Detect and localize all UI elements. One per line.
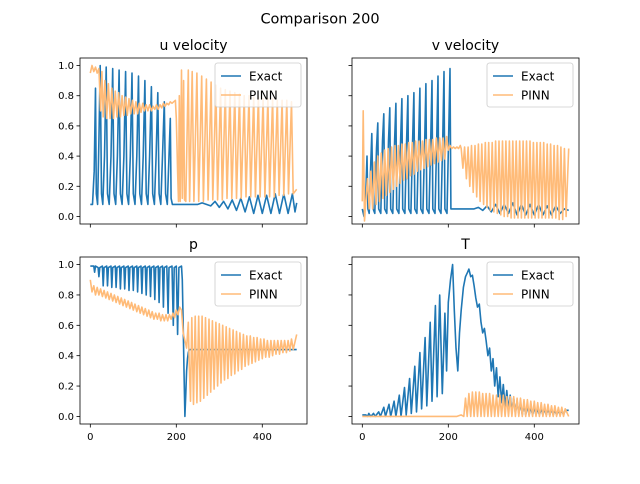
y-tick-label: 0.2 (58, 382, 74, 393)
x-tick-label: 400 (253, 432, 272, 443)
legend: Exact PINN (486, 62, 574, 108)
y-tick-label: 0.8 (58, 91, 74, 102)
axes-frame (351, 57, 580, 225)
axes-frame (351, 256, 580, 425)
y-tick-label: 0.6 (58, 321, 74, 332)
x-tick-label: 0 (359, 432, 365, 443)
x-tick-label: 200 (439, 432, 458, 443)
subplot-1: u velocity 0.0 0.2 0.4 0.6 0.8 1.0 Exact PINN (58, 38, 308, 228)
x-tick-label: 200 (167, 432, 186, 443)
legend-box (214, 62, 302, 108)
x-tick-label: 400 (525, 432, 544, 443)
subplot-title: p (189, 237, 198, 253)
y-tick-label: 1.0 (58, 61, 74, 72)
legend-label-pinn: PINN (521, 288, 550, 302)
subplot-title: u velocity (159, 38, 227, 54)
series-lines (89, 64, 298, 215)
series-lines (362, 263, 570, 418)
series-line-pinn (362, 391, 570, 418)
subplot-4: T 0 200 400 Exact PINN (348, 237, 580, 443)
y-tick-label: 0.6 (58, 121, 74, 132)
y-tick-label: 0.0 (58, 412, 74, 423)
series-lines (89, 265, 298, 418)
legend-label-exact: Exact (521, 269, 555, 283)
subplot-3: p 0 200 400 0.0 0.2 0.4 0.6 0.8 1.0 Exact PINN (58, 237, 308, 443)
y-tick-label: 0.2 (58, 182, 74, 193)
legend-label-pinn: PINN (521, 89, 550, 103)
subplot-title: T (460, 237, 470, 253)
y-tick-label: 0.8 (58, 290, 74, 301)
legend-box (214, 261, 302, 307)
x-tick-label: 0 (87, 432, 93, 443)
series-line-exact (90, 64, 298, 215)
figure-suptitle: Comparison 200 (260, 12, 379, 28)
legend-box (486, 62, 574, 108)
series-line-pinn (89, 279, 298, 406)
legend-label-exact: Exact (249, 269, 283, 283)
series-line-pinn (89, 64, 298, 203)
legend: Exact PINN (214, 261, 302, 307)
subplot-2: v velocity Exact PINN (348, 38, 580, 228)
y-tick-label: 0.4 (58, 351, 74, 362)
legend: Exact PINN (214, 62, 302, 108)
series-line-pinn (361, 110, 570, 222)
legend-label-pinn: PINN (249, 89, 278, 103)
axes-frame (79, 57, 308, 225)
legend-label-pinn: PINN (249, 288, 278, 302)
legend: Exact PINN (486, 261, 574, 307)
legend-label-exact: Exact (249, 70, 283, 84)
subplot-title: v velocity (432, 38, 499, 54)
axes-frame (79, 256, 308, 425)
legend-label-exact: Exact (521, 70, 555, 84)
series-lines (361, 67, 570, 222)
y-tick-label: 0.0 (58, 212, 74, 223)
y-tick-label: 1.0 (58, 260, 74, 271)
legend-box (486, 261, 574, 307)
y-tick-label: 0.4 (58, 152, 74, 163)
